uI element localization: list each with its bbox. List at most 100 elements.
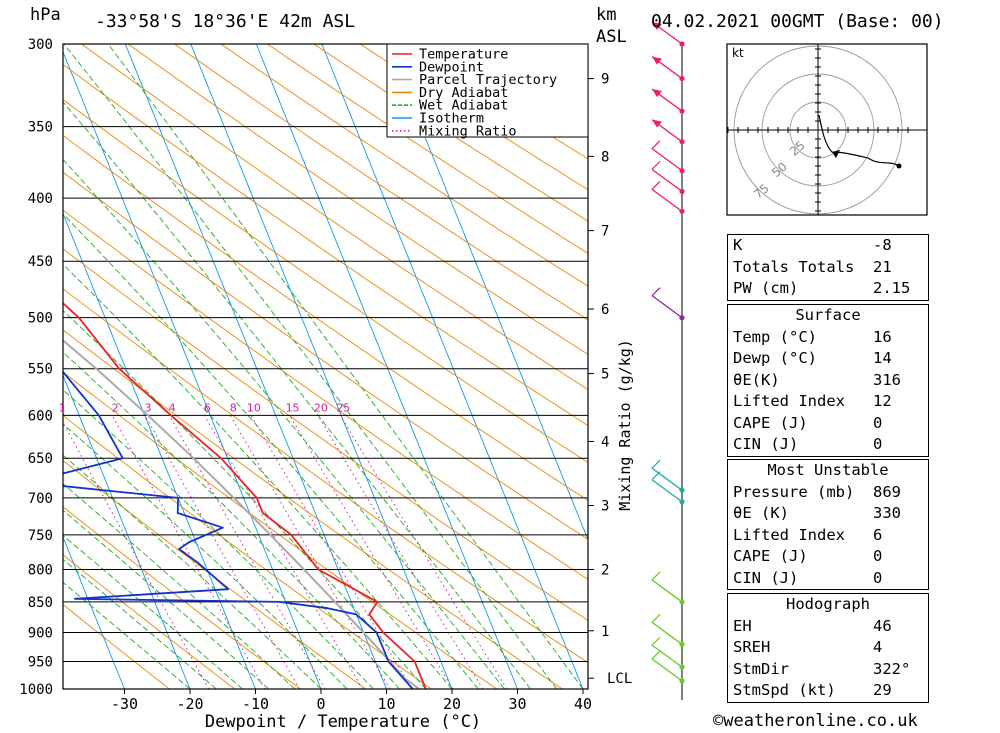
dry-adiabat-line: [127, 44, 588, 355]
height-tick-label: 7: [601, 224, 609, 240]
legend-entry: Mixing Ratio: [419, 123, 517, 139]
legend-entry: Parcel Trajectory: [419, 72, 557, 88]
wind-barb-feather: [651, 140, 661, 150]
mu-row: Lifted Index 6: [733, 525, 883, 544]
temperature-line: [63, 302, 427, 689]
height-tick-label: 3: [601, 499, 609, 515]
hodo-row: EH 46: [733, 616, 892, 635]
dewpoint-line: [63, 370, 414, 689]
pressure-tick-label: 500: [28, 311, 53, 327]
pressure-tick-label: 850: [28, 595, 53, 611]
dry-adiabat-line: [63, 459, 367, 689]
surface-table: Surface Temp (°C) 16 Dewp (°C) 14 θE(K) 316…: [727, 304, 929, 457]
x-tick-label: 0: [316, 695, 325, 713]
height-tick-label: LCL: [607, 671, 632, 687]
copyright: ©weatheronline.co.uk: [713, 711, 918, 731]
wet-adiabat-line: [63, 509, 269, 689]
wind-barb-feather: [651, 571, 661, 581]
x-tick-label: 30: [508, 695, 526, 713]
mu-row: Pressure (mb) 869: [733, 482, 901, 501]
hodograph-start-dot: [896, 163, 902, 169]
height-unit-bottom: ASL: [596, 27, 627, 47]
mixing-ratio-line: [289, 415, 454, 689]
wind-barb: [651, 621, 683, 645]
wet-adiabat-line: [63, 351, 400, 689]
wet-adiabat-line: [63, 534, 243, 689]
legend-box: [386, 43, 589, 138]
dry-adiabat-line: [63, 506, 301, 689]
wind-barb-feather: [651, 160, 661, 170]
wind-barb-flag: [652, 22, 662, 30]
dry-adiabat-line: [81, 44, 588, 391]
wind-barb: [651, 467, 683, 491]
pressure-tick-label: 950: [28, 655, 53, 671]
mixing-ratio-label: 3: [145, 401, 152, 414]
x-tick-label: 40: [574, 695, 592, 713]
dry-adiabat-line: [63, 209, 588, 580]
wet-adiabat-line: [63, 158, 505, 689]
mixing-ratio-label: 8: [230, 401, 237, 414]
isotherm-line: [386, 44, 588, 541]
wind-barb: [651, 148, 683, 172]
dry-adiabat-line: [63, 64, 588, 427]
mixing-ratio-line: [63, 421, 210, 689]
wet-adiabat-line: [63, 263, 453, 689]
height-tick-label: 5: [601, 367, 609, 383]
mixing-ratio-line: [168, 415, 326, 689]
mu-row: CAPE (J) 0: [733, 547, 883, 565]
wind-barb-feather: [651, 459, 661, 469]
dry-adiabat-line: [174, 44, 588, 321]
wind-barb-feather: [651, 471, 661, 481]
mixing-ratio-label: 20: [314, 401, 328, 414]
legend-entry: Temperature: [419, 47, 508, 63]
parcel-trajectory-line: [63, 339, 420, 689]
hodograph-table: Hodograph EH 46 SREH 4 StmDir 322° StmSpd (…: [727, 593, 929, 703]
mixing-ratio-axis-title: Mixing Ratio (g/kg): [616, 339, 634, 511]
pressure-unit-label: hPa: [30, 5, 61, 25]
legend-entry: Wet Adiabat: [419, 98, 508, 114]
wind-barb: [651, 579, 683, 603]
wet-adiabat-line: [63, 309, 427, 689]
hodo-row: SREH 4: [733, 638, 883, 656]
surface-title: Surface: [795, 306, 861, 324]
mixing-ratio-line: [203, 415, 363, 689]
mixing-ratio-label: 1: [59, 401, 66, 414]
x-tick-label: 10: [377, 695, 395, 713]
hodograph-trace: [818, 114, 900, 167]
wind-barb-feather: [651, 636, 661, 646]
dry-adiabat-line: [63, 554, 236, 689]
wind-barb-flag: [652, 119, 662, 128]
height-tick-label: 4: [601, 434, 609, 450]
mixing-ratio-label: 6: [204, 401, 211, 414]
legend-entry: Dewpoint: [419, 59, 484, 75]
surface-row: θE(K) 316: [733, 370, 901, 389]
copyright-icon: ©: [713, 711, 724, 731]
pressure-tick-label: 300: [28, 37, 53, 53]
most-unstable-title: Most Unstable: [767, 461, 889, 479]
pressure-tick-label: 350: [28, 120, 53, 136]
pressure-tick-label: 800: [28, 562, 53, 578]
legend-entry: Isotherm: [419, 111, 484, 127]
mu-row: CIN (J) 0: [733, 568, 883, 587]
mixing-ratio-label: 10: [247, 401, 261, 414]
indices-top-table: K -8 Totals Totals 21 PW (cm) 2.15: [727, 234, 929, 301]
hodo-row: StmDir 322°: [733, 659, 911, 678]
height-tick-label: 1: [601, 624, 609, 640]
isotherm-line: [63, 50, 322, 689]
hodo-row: StmSpd (kt) 29: [733, 681, 892, 699]
surface-row: Temp (°C) 16: [733, 327, 892, 346]
mixing-ratio-label: 15: [286, 401, 300, 414]
dry-adiabat-line: [313, 44, 588, 222]
copyright-site: weatheronline.co.uk: [723, 711, 918, 731]
most-unstable-table: Most Unstable Pressure (mb) 869 θE (K) 330…: [727, 459, 929, 590]
index-row-k: K -8: [733, 236, 892, 254]
height-unit-top: km: [596, 5, 617, 25]
surface-row: CIN (J) 0: [733, 435, 883, 453]
dry-adiabat-line: [63, 603, 170, 689]
isotherm-line: [63, 535, 125, 689]
wet-adiabat-line: [63, 558, 217, 689]
mixing-ratio-label: 4: [169, 401, 176, 414]
isotherm-line: [321, 44, 584, 689]
isotherm-line: [124, 44, 387, 689]
